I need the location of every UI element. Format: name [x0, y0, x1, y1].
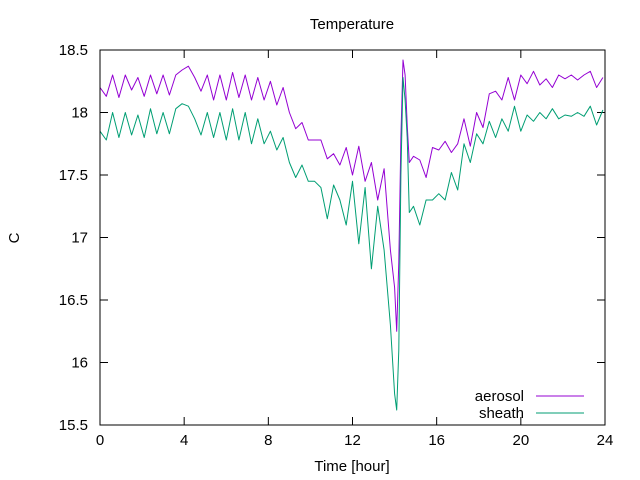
- x-tick-label: 20: [512, 432, 529, 449]
- y-tick-label: 15.5: [59, 417, 88, 434]
- y-tick-label: 16: [71, 355, 88, 372]
- y-axis-title: C: [6, 232, 23, 243]
- x-tick-label: 16: [428, 432, 445, 449]
- x-tick-label: 0: [96, 432, 104, 449]
- y-tick-label: 18: [71, 105, 88, 122]
- x-axis-title: Time [hour]: [314, 458, 389, 475]
- series-lines: [99, 59, 604, 411]
- legend-label-aerosol: aerosol: [475, 388, 524, 405]
- x-tick-label: 12: [344, 432, 361, 449]
- axis-ticks: 15.5 16 16.5 17 17.5 18 18.5 0 4 8 12 16 20 24: [59, 42, 614, 449]
- y-tick-label: 17.5: [59, 167, 88, 184]
- sheath-series-line: [99, 77, 604, 411]
- y-tick-label: 18.5: [59, 42, 88, 59]
- plot-frame: [99, 49, 606, 426]
- aerosol-series-line: [99, 59, 604, 332]
- legend-label-sheath: sheath: [479, 405, 524, 422]
- x-tick-label: 24: [597, 432, 614, 449]
- chart-title: Temperature: [310, 16, 394, 33]
- y-tick-label: 17: [71, 230, 88, 247]
- x-tick-label: 4: [180, 432, 188, 449]
- y-tick-label: 16.5: [59, 292, 88, 309]
- x-tick-label: 8: [264, 432, 272, 449]
